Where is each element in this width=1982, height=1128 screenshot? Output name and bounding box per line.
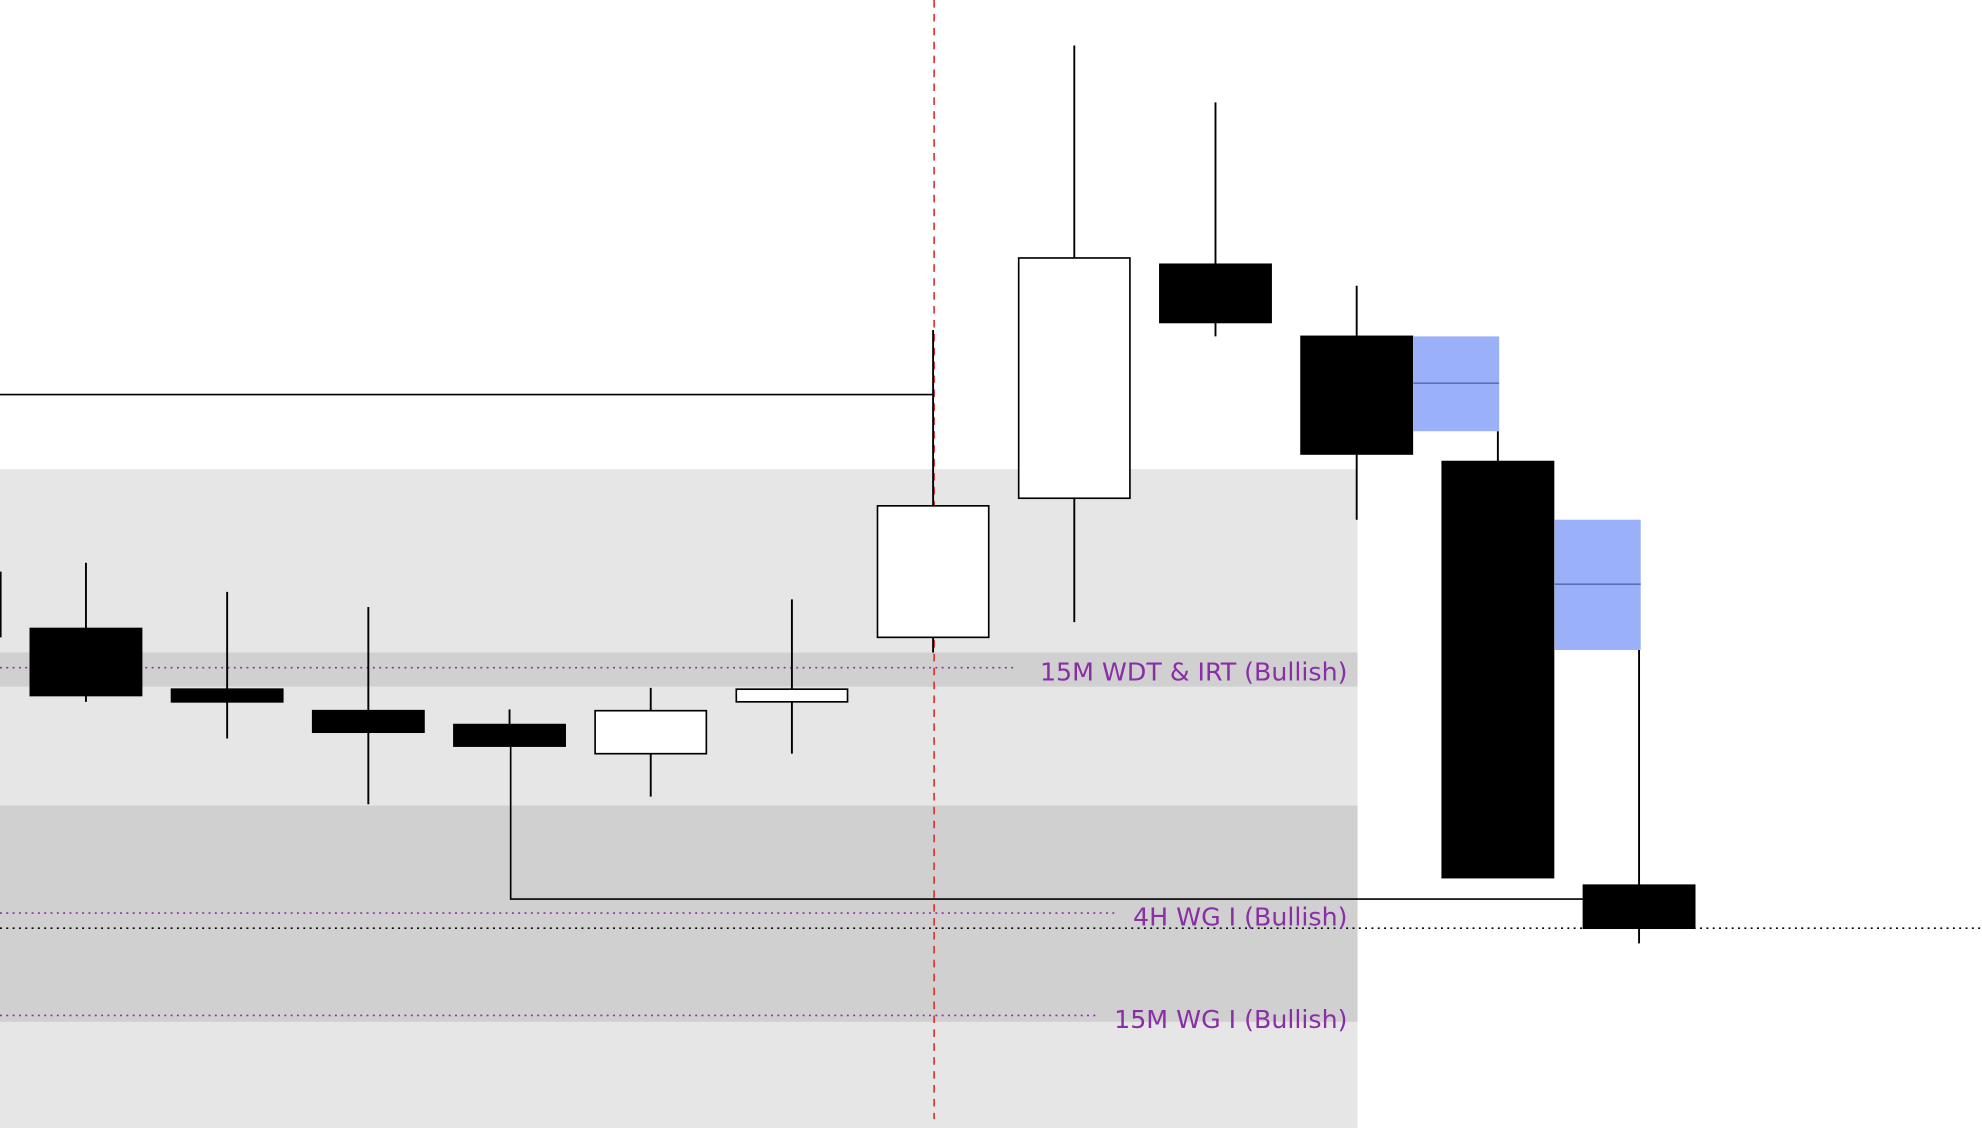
horizontal-line [509,746,1584,900]
bearish-candle-body [311,709,425,734]
zones-layer [0,469,1358,1128]
bullish-candle-body [876,505,990,639]
bullish-candle-body [735,688,849,703]
bearish-candle-body [453,723,566,747]
bearish-candle-body [1582,884,1696,930]
gaps-layer [1413,336,1641,650]
labels-layer: 15M WDT & IRT (Bullish) 4H WG I (Bullish… [1040,657,1347,1034]
candles-layer [29,45,1696,944]
bullish-candle-body [1017,257,1131,500]
level-label-15m-wdt-irt: 15M WDT & IRT (Bullish) [1040,657,1347,686]
bearish-candle-body [1441,460,1555,879]
level-label-15m-wg: 15M WG I (Bullish) [1114,1005,1347,1034]
zone-dark [0,805,1358,1022]
bullish-candle-body [594,709,708,755]
level-label-4h-wg: 4H WG I (Bullish) [1133,903,1347,932]
bearish-candle-body [170,688,284,703]
bearish-candle-body [1159,263,1272,324]
bearish-candle-body [1300,335,1414,455]
bearish-candle-body [29,627,143,697]
